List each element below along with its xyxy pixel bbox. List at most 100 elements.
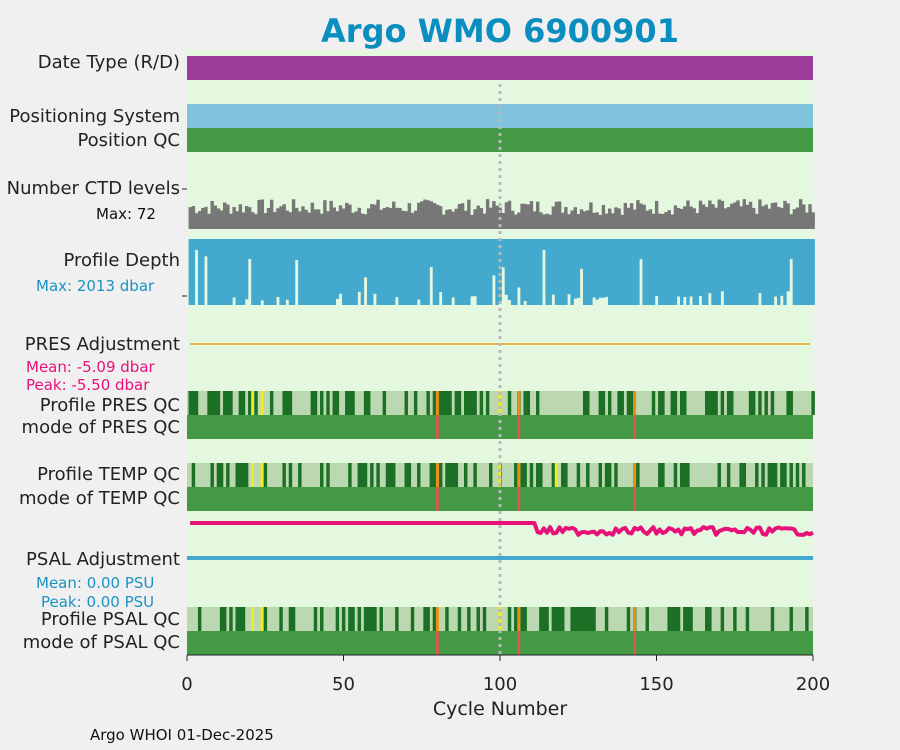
pres-qc-dark-mark — [454, 391, 459, 415]
pres-qc-dark-mark — [332, 391, 336, 415]
ctd-level-bar — [658, 213, 662, 229]
temp-qc-dark-mark — [780, 463, 784, 487]
ctd-level-bar — [689, 206, 693, 229]
pres-qc-dark-mark — [320, 391, 324, 415]
profile-depth-bar — [341, 239, 346, 305]
ctd-level-bar — [582, 211, 587, 229]
ctd-level-bar — [476, 205, 480, 229]
profile-depth-bar — [579, 239, 584, 269]
profile-depth-bar — [689, 239, 693, 297]
pres-qc-dark-mark — [207, 391, 211, 415]
temp-qc-dark-mark — [363, 463, 368, 487]
ctd-level-bar — [464, 210, 468, 229]
temp-qc-dark-mark — [216, 463, 221, 487]
temp-qc-yellow-mark — [260, 463, 264, 487]
psal-qc-dark-mark — [514, 607, 518, 631]
profile-depth-bar — [473, 239, 477, 297]
ctd-level-bar — [561, 212, 565, 229]
profile-depth-bar — [733, 239, 737, 305]
profile-depth-bar — [429, 239, 434, 267]
profile-depth-bar — [748, 239, 753, 305]
temp-qc-dark-mark — [407, 463, 412, 487]
ctd-level-bar — [241, 212, 246, 229]
pres-qc-dark-mark — [366, 391, 371, 415]
temp-qc-dark-mark — [392, 463, 396, 487]
x-axis-label: Cycle Number — [432, 698, 568, 720]
profile-depth-bar — [551, 239, 556, 295]
pres-qc-dark-mark — [382, 391, 387, 415]
profile-depth-bar — [407, 239, 412, 305]
ctd-level-bar — [492, 201, 496, 229]
pres-qc-dark-mark — [789, 391, 793, 415]
label-date-type: Date Type (R/D) — [37, 52, 180, 73]
profile-depth-bar — [761, 239, 765, 305]
profile-depth-bar — [404, 239, 408, 305]
ctd-level-bar — [291, 199, 296, 229]
profile-depth-bar — [285, 239, 290, 300]
profile-depth-bar — [329, 239, 333, 305]
temp-qc-dark-mark — [576, 463, 581, 487]
psal-qc-dark-mark — [291, 607, 296, 631]
ctd-level-bar — [357, 207, 362, 229]
psal-qc-dark-mark — [805, 607, 809, 631]
psal-qc-dark-mark — [432, 607, 437, 631]
profile-depth-bar — [191, 239, 196, 305]
psal-qc-dark-mark — [219, 607, 224, 631]
pres-qc-dark-mark — [683, 391, 687, 415]
pres-qc-dark-mark — [586, 391, 590, 415]
temp-qc-dark-mark — [282, 463, 286, 487]
ctd-level-bar — [520, 203, 524, 229]
pres-qc-dark-mark — [673, 391, 678, 415]
psal-qc-dark-mark — [542, 607, 546, 631]
pres-qc-dark-mark — [448, 391, 452, 415]
profile-depth-bar — [617, 239, 621, 305]
temp-qc-dark-mark — [385, 463, 390, 487]
profile-depth-bar — [614, 239, 618, 305]
profile-depth-bar — [730, 239, 734, 305]
ctd-level-bar — [523, 203, 527, 229]
temp-qc-orange-mark — [517, 463, 521, 487]
temp-qc-dark-mark — [523, 463, 527, 487]
profile-depth-bar — [426, 239, 430, 305]
profile-depth-bar — [654, 239, 659, 297]
profile-depth-bar — [607, 239, 612, 305]
temp-qc-dark-mark — [726, 463, 731, 487]
pres-qc-dark-mark — [464, 391, 468, 415]
ctd-level-bar — [698, 200, 703, 229]
ctd-level-bar — [642, 204, 646, 229]
psal-qc-dark-mark — [686, 607, 690, 631]
pres-qc-dark-mark — [438, 391, 443, 415]
profile-depth-bar — [529, 239, 534, 305]
psal-qc-dark-mark — [789, 607, 793, 631]
ctd-level-bar — [742, 199, 747, 229]
ctd-level-bar — [263, 213, 268, 229]
psal-qc-dark-mark — [676, 607, 681, 631]
ctd-level-bar — [723, 208, 728, 229]
chart-title: Argo WMO 6900901 — [321, 12, 679, 50]
pres-qc-dark-mark — [720, 391, 725, 415]
profile-depth-bar — [792, 239, 797, 305]
label-mode-psal-qc: mode of PSAL QC — [22, 632, 180, 653]
temp-qc-dark-mark — [739, 463, 743, 487]
profile-depth-bar — [633, 239, 637, 305]
ctd-level-bar — [654, 200, 659, 229]
temp-qc-orange-mark — [633, 463, 637, 487]
ctd-level-bar — [445, 209, 449, 229]
profile-depth-bar — [201, 239, 205, 305]
ctd-level-bar — [201, 207, 205, 229]
ctd-level-bar — [651, 213, 656, 229]
profile-depth-bar — [244, 239, 249, 300]
profile-depth-bar — [705, 239, 709, 305]
footer-credit: Argo WHOI 01-Dec-2025 — [90, 726, 274, 744]
profile-depth-bar — [811, 239, 815, 305]
profile-depth-bar — [645, 239, 649, 305]
ctd-level-bar — [438, 206, 443, 229]
psal-qc-dark-mark — [586, 607, 590, 631]
temp-qc-dark-mark — [244, 463, 249, 487]
psal-qc-dark-mark — [238, 607, 243, 631]
ctd-level-bar — [273, 211, 277, 229]
psal-qc-dark-mark — [545, 607, 549, 631]
profile-depth-bar — [611, 239, 615, 305]
ctd-level-bar — [210, 200, 214, 229]
pres-qc-dark-mark — [351, 391, 355, 415]
